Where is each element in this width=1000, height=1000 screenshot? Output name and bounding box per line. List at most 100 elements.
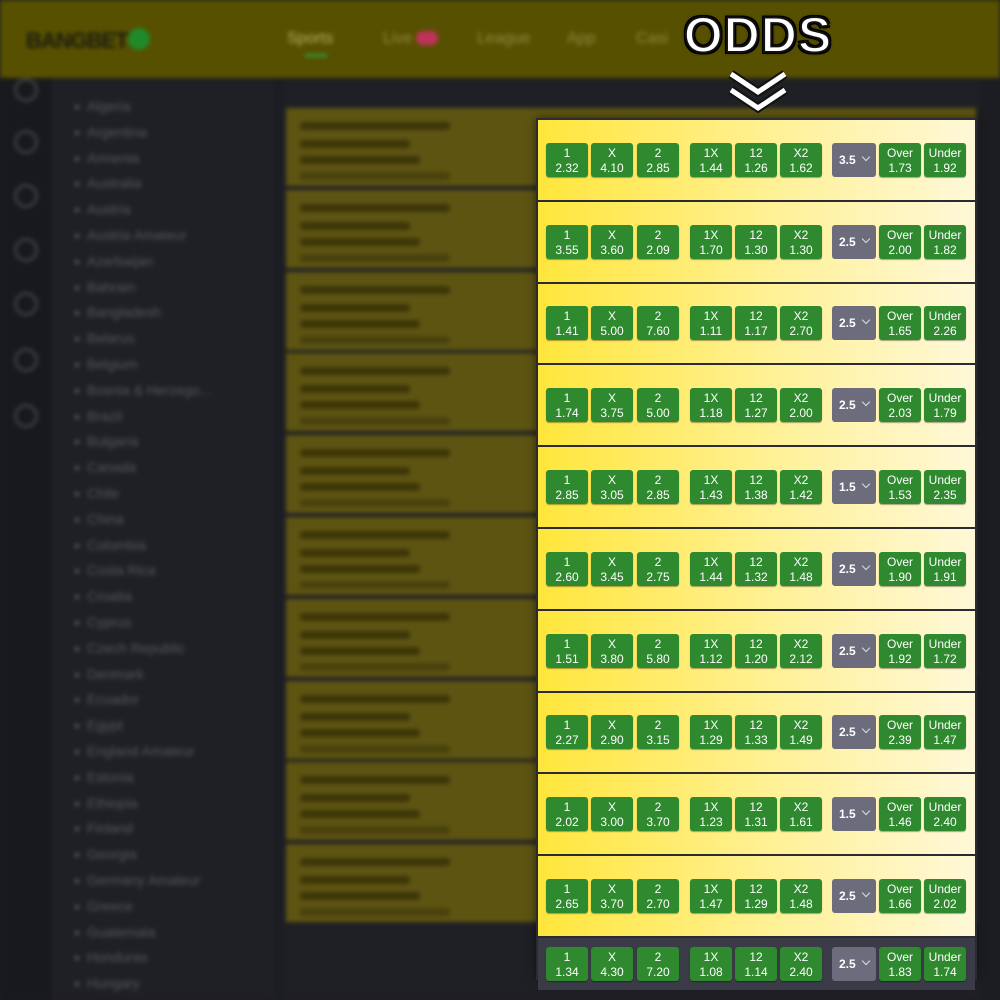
odds-button[interactable]: 12 1.26: [735, 142, 777, 177]
odds-button[interactable]: Under 2.35: [924, 470, 966, 505]
odds-button[interactable]: Over 1.83: [879, 947, 921, 981]
odds-button[interactable]: Under 1.91: [924, 551, 966, 586]
country-item[interactable]: Hungary: [75, 975, 140, 992]
odds-button[interactable]: Over 1.73: [879, 142, 921, 177]
country-item[interactable]: Greece: [75, 897, 133, 914]
odds-button[interactable]: Over 1.90: [879, 551, 921, 586]
odds-button[interactable]: 2 7.20: [637, 947, 679, 981]
country-item[interactable]: Bahrain: [74, 278, 136, 295]
odds-button[interactable]: Over 1.65: [879, 306, 921, 341]
total-select[interactable]: 1.5: [832, 797, 876, 832]
total-select[interactable]: 2.5: [832, 306, 876, 341]
odds-button[interactable]: X 3.80: [591, 633, 633, 668]
total-select[interactable]: 1.5: [832, 470, 876, 505]
total-select[interactable]: 2.5: [832, 551, 876, 586]
country-item[interactable]: Costa Rica: [74, 562, 156, 579]
icon[interactable]: [14, 292, 38, 316]
country-item[interactable]: Guatemala: [74, 923, 156, 940]
country-item[interactable]: Argentina: [75, 123, 147, 140]
odds-button[interactable]: 1 2.02: [546, 797, 588, 832]
country-item[interactable]: Brazil: [74, 407, 123, 424]
odds-button[interactable]: 2 3.70: [637, 797, 679, 832]
odds-button[interactable]: 1X 1.29: [690, 715, 732, 750]
total-select[interactable]: 2.5: [832, 947, 876, 981]
country-item[interactable]: Denmark: [75, 665, 144, 682]
country-item[interactable]: Cyprus: [74, 614, 132, 630]
odds-button[interactable]: 1 1.41: [546, 306, 588, 341]
odds-button[interactable]: 12 1.33: [735, 715, 777, 750]
country-item[interactable]: Egypt: [75, 717, 123, 734]
odds-button[interactable]: Under 1.92: [924, 142, 966, 177]
total-select[interactable]: 2.5: [832, 388, 876, 423]
odds-button[interactable]: 1 2.60: [546, 551, 588, 586]
country-item[interactable]: China: [75, 510, 124, 527]
odds-button[interactable]: 12 1.31: [735, 797, 777, 832]
country-item[interactable]: Australia: [74, 175, 142, 192]
odds-button[interactable]: 1 2.85: [546, 470, 588, 505]
odds-button[interactable]: 2 2.85: [637, 470, 679, 505]
odds-button[interactable]: X 4.30: [591, 947, 633, 981]
country-item[interactable]: Algeria: [75, 98, 131, 114]
odds-button[interactable]: Over 1.46: [879, 797, 921, 832]
odds-button[interactable]: X2 2.12: [780, 633, 822, 668]
odds-button[interactable]: Over 2.39: [879, 715, 921, 750]
country-item[interactable]: Canada: [74, 459, 137, 476]
odds-button[interactable]: 2 7.60: [637, 306, 679, 341]
odds-button[interactable]: 2 2.09: [637, 224, 679, 259]
country-item[interactable]: Azerbaijan: [74, 252, 154, 269]
odds-button[interactable]: 1 1.34: [546, 947, 588, 981]
icon[interactable]: [14, 130, 38, 154]
odds-button[interactable]: 1X 1.44: [690, 551, 732, 586]
odds-button[interactable]: 12 1.14: [735, 947, 777, 981]
odds-button[interactable]: 1 2.65: [546, 879, 588, 914]
odds-button[interactable]: X 2.90: [591, 715, 633, 750]
odds-button[interactable]: 1X 1.44: [690, 142, 732, 177]
odds-button[interactable]: 1X 1.08: [690, 947, 732, 981]
country-item[interactable]: Finland: [75, 820, 133, 837]
odds-button[interactable]: 2 2.70: [637, 879, 679, 914]
odds-button[interactable]: X 3.00: [591, 797, 633, 832]
odds-button[interactable]: X2 1.30: [780, 224, 822, 259]
odds-button[interactable]: Under 1.47: [924, 715, 966, 750]
odds-button[interactable]: Over 2.00: [879, 224, 921, 259]
icon[interactable]: [14, 184, 38, 208]
odds-button[interactable]: 2 3.15: [637, 715, 679, 750]
odds-button[interactable]: X 3.75: [591, 388, 633, 423]
odds-button[interactable]: 1 2.32: [546, 142, 588, 177]
odds-button[interactable]: 2 2.75: [637, 551, 679, 586]
odds-button[interactable]: X2 1.62: [780, 142, 822, 177]
country-item[interactable]: England Amateur: [74, 743, 195, 759]
odds-button[interactable]: Under 1.74: [924, 947, 966, 981]
country-item[interactable]: Croatia: [74, 588, 133, 605]
odds-button[interactable]: X 5.00: [591, 306, 633, 341]
odds-button[interactable]: 12 1.17: [735, 306, 777, 341]
nav-item[interactable]: Casi: [636, 30, 669, 47]
icon[interactable]: [14, 78, 38, 102]
odds-button[interactable]: Over 1.66: [879, 879, 921, 914]
odds-button[interactable]: Over 2.03: [879, 388, 921, 423]
country-item[interactable]: Germany Amateur: [75, 872, 201, 888]
odds-button[interactable]: 1 1.74: [546, 388, 588, 423]
odds-button[interactable]: 12 1.30: [735, 224, 777, 259]
odds-button[interactable]: 1X 1.70: [690, 224, 732, 259]
nav-item[interactable]: League: [477, 30, 531, 47]
total-select[interactable]: 2.5: [832, 715, 876, 750]
nav-item[interactable]: App: [567, 30, 596, 47]
odds-button[interactable]: 2 5.80: [637, 633, 679, 668]
odds-button[interactable]: 1X 1.18: [690, 388, 732, 423]
odds-button[interactable]: X2 1.48: [780, 879, 822, 914]
odds-button[interactable]: Under 2.40: [924, 797, 966, 832]
odds-button[interactable]: 12 1.29: [735, 879, 777, 914]
odds-button[interactable]: Under 1.79: [924, 388, 966, 423]
icon[interactable]: [14, 348, 38, 372]
total-select[interactable]: 3.5: [832, 142, 876, 177]
odds-button[interactable]: 1X 1.11: [690, 306, 732, 341]
country-item[interactable]: Georgia: [75, 846, 137, 863]
odds-button[interactable]: 1X 1.47: [690, 879, 732, 914]
nav-item[interactable]: Sports: [287, 30, 334, 47]
nav-item[interactable]: Live: [383, 30, 413, 47]
icon[interactable]: [14, 238, 38, 262]
country-item[interactable]: Colombia: [74, 536, 147, 553]
country-item[interactable]: Chile: [75, 485, 119, 501]
odds-button[interactable]: Under 1.82: [924, 224, 966, 259]
